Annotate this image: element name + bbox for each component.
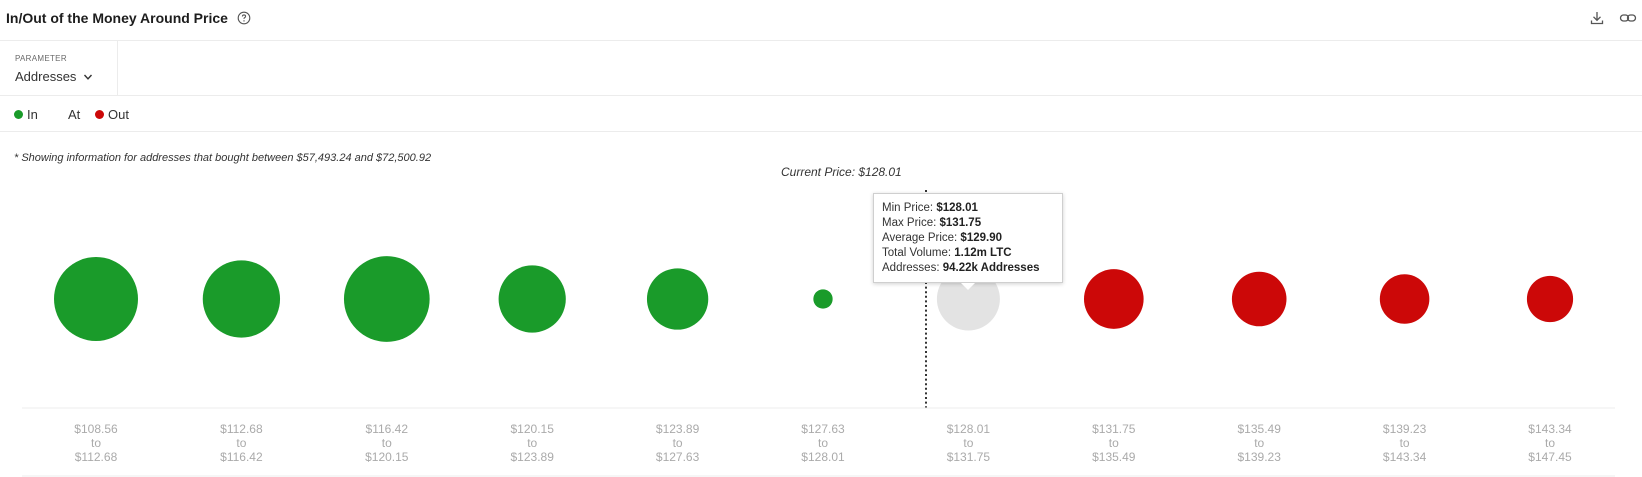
- tooltip-row-addresses: Addresses: 94.22k Addresses: [882, 262, 1040, 274]
- x-label-0-from: $108.56: [74, 422, 118, 436]
- tooltip-row-avg: Average Price: $129.90: [882, 232, 1002, 244]
- x-label-6-to-word: to: [963, 436, 973, 450]
- x-label-7-to: $135.49: [1092, 450, 1136, 464]
- x-label-8-to-word: to: [1254, 436, 1264, 450]
- legend-item-out[interactable]: Out: [95, 107, 129, 122]
- parameter-label: PARAMETER: [15, 54, 67, 63]
- legend-label-out: Out: [108, 107, 129, 122]
- x-label-6-to: $131.75: [947, 450, 991, 464]
- legend: In At Out: [0, 97, 1642, 132]
- parameter-row: PARAMETER Addresses: [0, 41, 1642, 96]
- legend-label-at: At: [68, 107, 81, 122]
- tooltip-row-max: Max Price: $131.75: [882, 217, 982, 229]
- x-label-4-from: $123.89: [656, 422, 700, 436]
- legend-label-in: In: [27, 107, 38, 122]
- x-label-5-from: $127.63: [801, 422, 845, 436]
- x-label-5-to: $128.01: [801, 450, 845, 464]
- x-label-8-to: $139.23: [1238, 450, 1282, 464]
- x-label-3-to: $123.89: [511, 450, 555, 464]
- bubble-out-9[interactable]: [1379, 274, 1430, 324]
- bubble-in-1[interactable]: [202, 260, 281, 338]
- bubble-in-0[interactable]: [54, 257, 138, 341]
- current-price-label: Current Price: $128.01: [781, 165, 902, 179]
- bubble-at-6[interactable]: [936, 267, 1000, 331]
- x-label-1-to-word: to: [236, 436, 246, 450]
- header-bar: In/Out of the Money Around Price: [0, 0, 1642, 41]
- page-title: In/Out of the Money Around Price: [6, 10, 228, 26]
- legend-item-in[interactable]: In: [14, 107, 38, 122]
- x-label-0-to: $112.68: [75, 450, 118, 464]
- x-label-3-to-word: to: [527, 436, 537, 450]
- tooltip-row-volume: Total Volume: 1.12m LTC: [882, 247, 1012, 259]
- bubble-group: [54, 256, 1574, 342]
- bubble-out-10[interactable]: [1526, 275, 1574, 323]
- bubble-out-8[interactable]: [1231, 271, 1287, 327]
- tooltip-row-min: Min Price: $128.01: [882, 202, 978, 214]
- x-label-8-from: $135.49: [1238, 422, 1282, 436]
- x-label-10-to: $147.45: [1528, 450, 1572, 464]
- tooltip-arrow: [961, 283, 975, 290]
- bubble-in-3[interactable]: [498, 265, 566, 333]
- bubble-tooltip: Min Price: $128.01 Max Price: $131.75 Av…: [873, 193, 1063, 283]
- x-label-7-from: $131.75: [1092, 422, 1136, 436]
- x-label-9-to: $143.34: [1383, 450, 1427, 464]
- parameter-dropdown[interactable]: Addresses: [15, 69, 77, 84]
- x-label-6-from: $128.01: [947, 422, 991, 436]
- legend-dot-out: [95, 110, 104, 119]
- x-label-2-to-word: to: [382, 436, 392, 450]
- bubble-out-7[interactable]: [1083, 269, 1144, 329]
- info-note: * Showing information for addresses that…: [14, 152, 432, 164]
- x-label-9-from: $139.23: [1383, 422, 1427, 436]
- x-label-3-from: $120.15: [511, 422, 555, 436]
- x-label-2-from: $116.42: [366, 422, 409, 436]
- bubble-in-4[interactable]: [646, 268, 709, 330]
- legend-item-at[interactable]: At: [68, 107, 80, 122]
- x-label-9-to-word: to: [1400, 436, 1410, 450]
- x-label-4-to-word: to: [673, 436, 683, 450]
- x-label-10-from: $143.34: [1528, 422, 1572, 436]
- x-label-1-from: $112.68: [220, 422, 263, 436]
- x-label-5-to-word: to: [818, 436, 828, 450]
- x-label-group: $108.56to$112.68$112.68to$116.42$116.42t…: [74, 422, 1572, 464]
- link-icon[interactable]: [1619, 10, 1637, 26]
- x-label-4-to: $127.63: [656, 450, 700, 464]
- bubble-in-2[interactable]: [343, 256, 430, 342]
- legend-dot-in: [14, 110, 23, 119]
- x-label-7-to-word: to: [1109, 436, 1119, 450]
- question-circle-icon[interactable]: [237, 11, 251, 25]
- x-label-1-to: $116.42: [220, 450, 263, 464]
- bubble-in-5[interactable]: [813, 289, 833, 309]
- chevron-down-icon[interactable]: [83, 72, 93, 82]
- parameter-box: PARAMETER Addresses: [0, 41, 118, 96]
- x-label-2-to: $120.15: [365, 450, 409, 464]
- bubble-chart: Current Price: $128.01 $108.56to$112.68$…: [22, 165, 1615, 477]
- download-icon[interactable]: [1589, 10, 1605, 26]
- x-label-0-to-word: to: [91, 436, 101, 450]
- x-label-10-to-word: to: [1545, 436, 1555, 450]
